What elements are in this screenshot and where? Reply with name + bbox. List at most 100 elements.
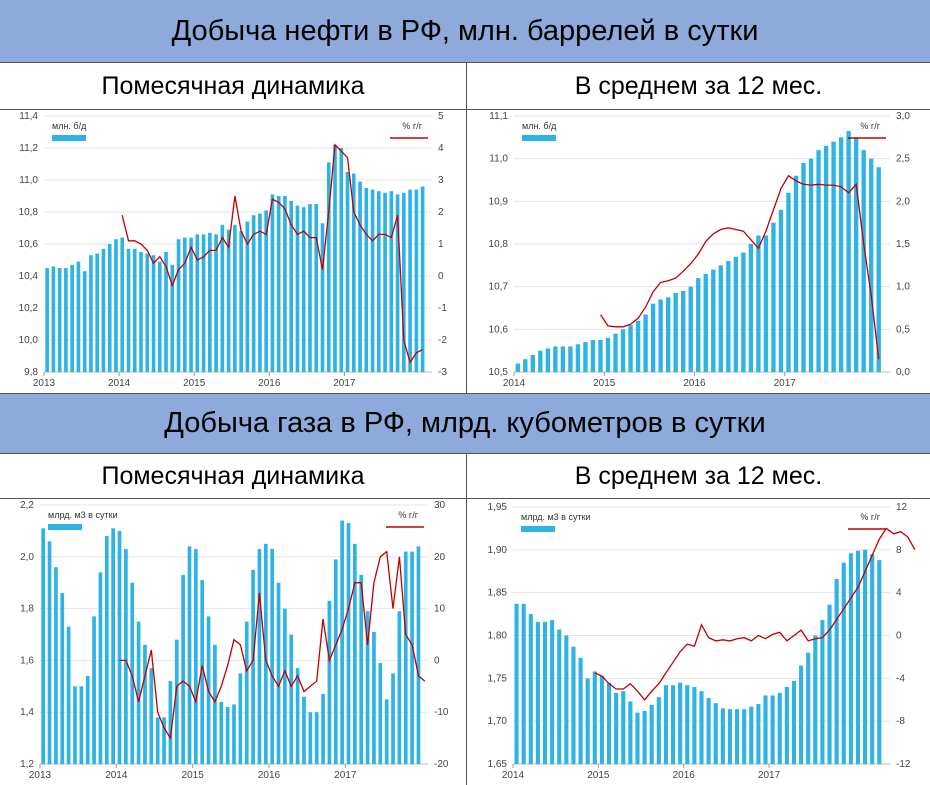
bar [289,634,294,764]
yoy-line [594,527,916,701]
oil-12m-chart: 10,5 10,6 10,7 10,8 10,9 11,0 11,1 0,0 0,5 1,0 1,5… [489,111,911,389]
y2-tick-label: 10 [434,604,446,615]
bar [359,574,364,764]
bar [408,189,412,372]
y2-tick-label: 1,0 [896,282,910,293]
bar [535,621,540,764]
bar [314,204,319,372]
bar [685,685,690,764]
oil-left-header: Помесячная динамика [0,63,466,110]
bar [799,665,804,764]
y-tick-label: 10,7 [489,282,509,293]
bar [605,337,611,372]
bar [870,554,875,764]
y2-tick-label: 8 [896,545,902,556]
x-tick-label: 2017 [334,770,357,781]
bar [245,221,250,372]
bar [643,314,648,372]
bar [364,188,369,372]
bar [226,229,231,372]
bar [673,293,678,372]
bar [861,150,866,372]
bar [681,290,686,372]
bar [756,235,761,372]
bar [193,549,198,764]
y-tick-label: 10,8 [489,239,509,250]
bar [848,553,853,764]
bar [149,668,154,764]
bar [251,569,255,764]
bar [553,346,558,372]
bar [590,340,596,372]
bar [813,635,818,764]
bar [777,692,782,764]
y-tick-label: 11,2 [19,143,38,154]
bar [678,682,683,764]
y2-tick-label: 0 [438,271,444,282]
bar [145,253,150,372]
y2-tick-label: 3,0 [896,111,910,122]
x-tick-label: 2014 [503,378,526,389]
bar [327,600,332,764]
bar [395,194,400,372]
bar [257,549,262,764]
y2-tick-label: 1,5 [896,239,910,250]
legend-line-label: % г/г [402,121,422,131]
y2-tick-label: -12 [896,759,911,770]
legend-bar-label: млрд. м3 в сутки [521,512,591,522]
bar [225,707,230,764]
oil-monthly-chart: 9,8 10,0 10,2 10,4 10,6 10,8 11,0 11,2 11,4 -3 -2 -… [19,111,448,389]
bar [302,696,306,764]
bar [855,550,861,764]
y2-tick-label: -1 [438,303,447,314]
bar [583,342,588,372]
bar [164,252,168,372]
x-tick-label: 2016 [258,378,281,389]
bar [174,639,179,764]
y-tick-label: 1,4 [20,707,34,718]
x-tick-label: 2016 [673,770,696,781]
bar [550,620,555,764]
bar [54,567,58,764]
bar [571,646,576,764]
bar [420,186,425,372]
y2-tick-label: 0,5 [896,324,910,335]
bar [403,551,408,764]
bar [642,710,647,764]
legend-bar-swatch [52,135,86,141]
y2-tick-label: 2,0 [896,196,910,207]
bar [70,264,74,372]
bar [748,244,754,372]
x-tick-label: 2015 [183,378,206,389]
bar [270,194,275,372]
bar [340,520,344,764]
oil-right-header: В среднем за 12 мес. [467,63,930,110]
bar [564,635,569,764]
y2-tick-label: 0 [896,631,902,642]
bar [232,704,236,764]
bar [598,340,603,372]
bar [592,671,597,764]
gas-left-header: Помесячная динамика [0,454,466,499]
bar [239,231,243,372]
bar [763,235,769,372]
bar [706,698,711,764]
bar [95,253,100,372]
bar [85,675,90,764]
bar [353,543,357,764]
bar [187,546,192,764]
bar [214,234,218,372]
y2-tick-label: 3 [438,175,444,186]
bar [414,189,419,372]
gas-monthly-chart: 1,2 1,4 1,6 1,8 2,0 2,2 -20 -10 0 10 20 30 2013 2014 2… [20,500,449,781]
bar [389,191,394,372]
yoy-line [121,143,423,364]
x-tick-label: 2014 [105,770,128,781]
bar [416,546,421,764]
bar [718,265,723,372]
bar [345,172,350,372]
bar [92,616,96,764]
bar [258,213,262,372]
y2-tick-label: -4 [896,673,905,684]
bar [545,348,551,372]
